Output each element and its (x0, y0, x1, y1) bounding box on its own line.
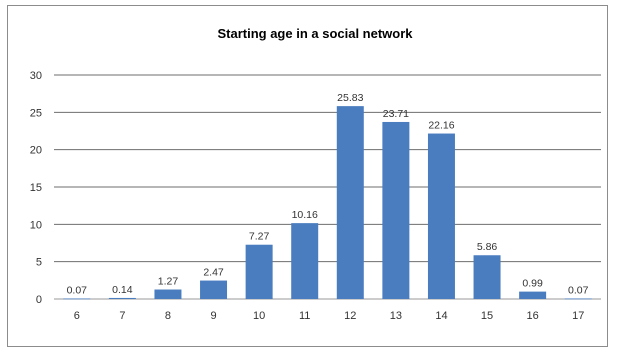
data-label-16: 0.99 (522, 278, 543, 290)
bar-6 (63, 298, 91, 300)
data-label-17: 0.07 (568, 284, 589, 296)
data-label-10: 7.27 (249, 231, 270, 243)
bar-10 (245, 244, 273, 299)
gridlines (54, 74, 601, 300)
bar-14 (427, 133, 455, 299)
data-label-13: 23.71 (383, 108, 409, 120)
y-tick-label: 10 (30, 219, 42, 231)
x-tick-label: 10 (253, 310, 265, 322)
y-tick-label: 0 (36, 294, 42, 306)
bar-8 (154, 289, 182, 299)
bar-15 (473, 255, 501, 299)
data-labels: 0.07 0.14 1.27 2.47 7.27 10.16 25.83 23.71 22.16… (67, 92, 589, 296)
x-tick-label: 12 (344, 310, 356, 322)
y-axis-ticks: 0 5 10 15 20 25 30 (30, 70, 42, 306)
bar-16 (519, 291, 547, 299)
x-axis-ticks: 6 7 8 9 10 11 12 13 14 15 16 17 (74, 310, 585, 322)
data-label-14: 22.16 (428, 120, 454, 132)
data-label-11: 10.16 (292, 209, 318, 221)
data-label-12: 25.83 (337, 92, 363, 104)
bar-11 (291, 223, 319, 299)
y-tick-label: 5 (36, 257, 42, 269)
data-label-7: 0.14 (112, 284, 133, 296)
bar-12 (336, 106, 364, 299)
data-label-6: 0.07 (67, 284, 88, 296)
bar-13 (382, 121, 410, 299)
x-tick-label: 7 (119, 310, 125, 322)
y-tick-label: 30 (30, 70, 42, 82)
bar-17 (564, 298, 592, 300)
x-tick-label: 13 (390, 310, 402, 322)
x-tick-label: 11 (299, 310, 310, 322)
bars (63, 106, 592, 300)
data-label-9: 2.47 (203, 267, 224, 279)
x-tick-label: 8 (165, 310, 171, 322)
y-tick-label: 15 (30, 182, 42, 194)
x-tick-label: 15 (481, 310, 493, 322)
bar-9 (200, 280, 228, 299)
x-tick-label: 14 (435, 310, 447, 322)
x-tick-label: 9 (210, 310, 216, 322)
x-tick-label: 6 (74, 310, 80, 322)
x-tick-label: 17 (572, 310, 584, 322)
x-tick-label: 16 (527, 310, 539, 322)
chart-title: Starting age in a social network (217, 26, 413, 41)
y-tick-label: 25 (30, 107, 42, 119)
data-label-8: 1.27 (158, 276, 179, 288)
bar-7 (108, 297, 136, 299)
y-tick-label: 20 (30, 145, 42, 157)
data-label-15: 5.86 (477, 241, 498, 253)
